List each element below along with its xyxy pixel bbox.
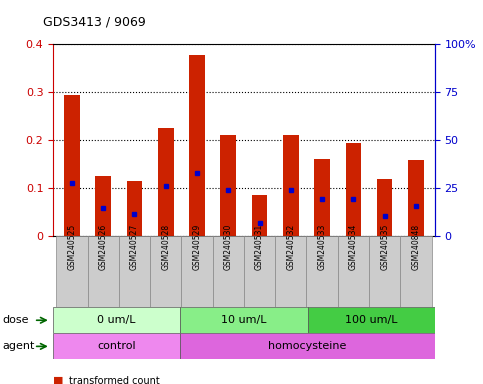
Bar xyxy=(180,307,308,333)
Bar xyxy=(308,307,435,333)
Text: GSM240534: GSM240534 xyxy=(349,224,358,270)
Text: GSM240526: GSM240526 xyxy=(99,224,108,270)
Text: 100 um/L: 100 um/L xyxy=(345,315,398,325)
Bar xyxy=(213,236,244,307)
Bar xyxy=(119,236,150,307)
Bar xyxy=(307,236,338,307)
Text: homocysteine: homocysteine xyxy=(269,341,347,351)
Text: agent: agent xyxy=(2,341,35,351)
Text: GSM240848: GSM240848 xyxy=(412,224,420,270)
Bar xyxy=(87,236,119,307)
Bar xyxy=(377,179,393,236)
Bar xyxy=(275,236,307,307)
Bar xyxy=(150,236,181,307)
Bar xyxy=(400,236,432,307)
Bar xyxy=(53,333,180,359)
Text: GSM240535: GSM240535 xyxy=(380,224,389,270)
Bar xyxy=(369,236,400,307)
Text: GSM240525: GSM240525 xyxy=(68,224,76,270)
Text: 10 um/L: 10 um/L xyxy=(221,315,267,325)
Bar xyxy=(338,236,369,307)
Bar xyxy=(64,94,80,236)
Text: ■: ■ xyxy=(53,376,64,384)
Bar xyxy=(158,128,173,236)
Bar xyxy=(127,181,142,236)
Bar xyxy=(180,333,435,359)
Text: GSM240531: GSM240531 xyxy=(255,224,264,270)
Bar xyxy=(314,159,330,236)
Text: GSM240527: GSM240527 xyxy=(130,224,139,270)
Text: control: control xyxy=(98,341,136,351)
Bar xyxy=(95,176,111,236)
Text: GSM240528: GSM240528 xyxy=(161,224,170,270)
Text: GSM240530: GSM240530 xyxy=(224,224,233,270)
Text: GSM240533: GSM240533 xyxy=(318,224,327,270)
Text: GSM240529: GSM240529 xyxy=(193,224,201,270)
Bar xyxy=(56,236,87,307)
Text: transformed count: transformed count xyxy=(69,376,159,384)
Bar xyxy=(220,136,236,236)
Bar xyxy=(53,307,180,333)
Bar xyxy=(181,236,213,307)
Bar xyxy=(252,195,268,236)
Bar xyxy=(189,55,205,236)
Bar xyxy=(283,136,298,236)
Bar xyxy=(244,236,275,307)
Text: GDS3413 / 9069: GDS3413 / 9069 xyxy=(43,16,146,29)
Text: dose: dose xyxy=(2,315,29,325)
Text: GSM240532: GSM240532 xyxy=(286,224,295,270)
Bar xyxy=(345,142,361,236)
Text: 0 um/L: 0 um/L xyxy=(98,315,136,325)
Bar xyxy=(408,161,424,236)
